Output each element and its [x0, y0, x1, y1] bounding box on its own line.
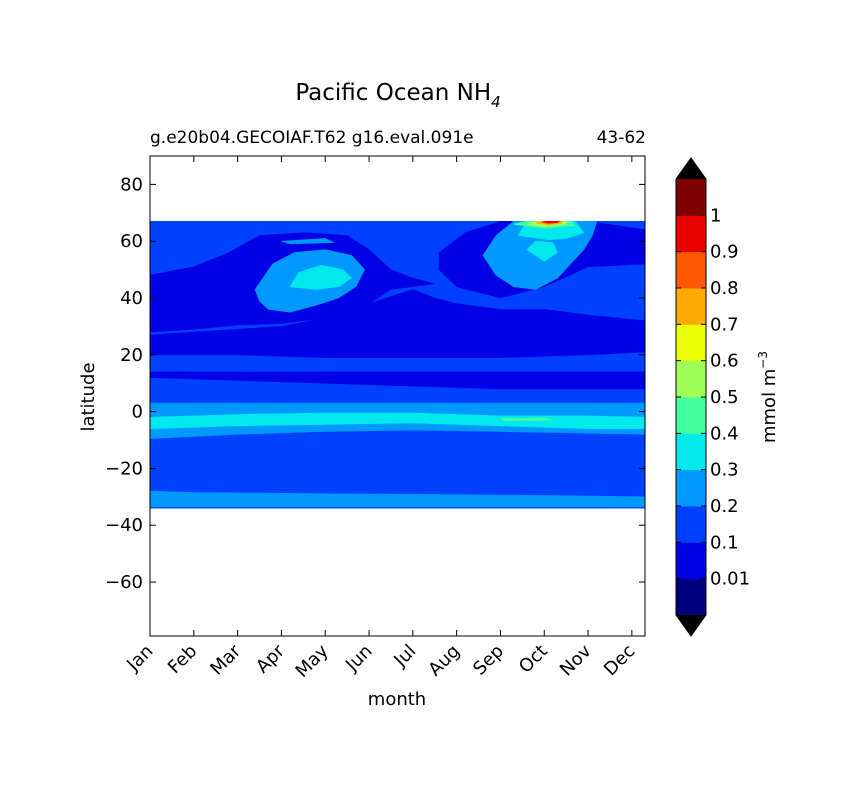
colorbar-label: mmol m−3	[756, 351, 780, 443]
colorbar-swatch	[676, 542, 706, 580]
contour-blob-autumn-spot	[526, 240, 558, 262]
colorbar-swatch	[676, 288, 706, 325]
x-tick-label: May	[292, 640, 333, 681]
contour-band-south	[150, 490, 645, 508]
colorbar-tick-label: 0.1	[710, 532, 739, 553]
chart-title: Pacific Ocean NH4	[295, 80, 500, 111]
contour-spot-north	[281, 238, 335, 245]
colorbar-tick-label: 0.8	[710, 278, 739, 299]
y-tick-label: −20	[105, 458, 143, 479]
colorbar-tick-label: 0.5	[710, 387, 739, 408]
x-tick-label: Jul	[389, 641, 420, 672]
colorbar-tick-label: 0.7	[710, 314, 739, 335]
colorbar-swatch	[676, 578, 706, 616]
x-tick-label: Jan	[122, 641, 157, 676]
contour-peak-4	[542, 221, 561, 224]
x-tick-label: Oct	[515, 641, 552, 678]
subtitle-left: g.e20b04.GECOIAF.T62 g16.eval.091e	[150, 128, 474, 148]
colorbar-swatch	[676, 215, 706, 253]
colorbar-extend-max	[676, 158, 706, 179]
y-tick-label: 80	[120, 174, 143, 195]
x-axis-label: month	[368, 689, 426, 710]
y-tick-label: 20	[120, 345, 143, 366]
colorbar-swatch	[676, 506, 706, 543]
x-tick-label: Jun	[341, 641, 376, 676]
contour-band-tropic-low	[150, 371, 645, 390]
contour-spot-equator	[500, 417, 554, 422]
colorbar-tick-label: 0.3	[710, 460, 739, 481]
x-tick-label: Dec	[600, 641, 639, 680]
x-tick-label: Apr	[252, 640, 289, 677]
colorbar-tick-label: 1	[710, 205, 721, 226]
y-tick-label: −60	[105, 572, 143, 593]
colorbar-swatch	[676, 251, 706, 289]
colorbar-swatch	[676, 433, 706, 471]
colorbar-tick-label: 0.6	[710, 351, 739, 372]
colorbar-tick-label: 0.01	[710, 569, 750, 590]
contour-band-subtropic	[150, 289, 645, 359]
colorbar-swatch	[676, 397, 706, 434]
plot-frame	[149, 155, 646, 637]
colorbar-swatch	[676, 469, 706, 507]
colorbar-outline	[675, 157, 707, 637]
y-tick-label: 60	[120, 231, 143, 252]
y-axis-label: latitude	[78, 362, 99, 431]
y-tick-label: 40	[120, 288, 143, 309]
colorbar-tick-label: 0.4	[710, 423, 739, 444]
colorbar: 0.01 0.1 0.2 0.3 0.4 0.5 0.6 0.7 0.8 0.9 1	[675, 157, 750, 637]
y-tick-label: 0	[132, 402, 143, 423]
colorbar-swatch	[676, 179, 706, 216]
colorbar-swatch	[676, 360, 706, 398]
colorbar-swatch	[676, 324, 706, 362]
x-tick-label: Aug	[424, 641, 464, 681]
x-tick-label: Nov	[556, 640, 596, 680]
x-tick-label: Sep	[469, 641, 508, 680]
colorbar-tick-label: 0.9	[710, 242, 739, 263]
contour-blob-spring-core	[289, 264, 352, 290]
x-tick-label: Mar	[206, 640, 245, 679]
contour-band-equator-core	[150, 412, 645, 430]
y-axis: 80 60 40 20 0 −20 −40 −60	[105, 174, 645, 593]
x-tick-label: Feb	[164, 641, 201, 678]
subtitle-right: 43-62	[597, 128, 646, 148]
colorbar-tick-label: 0.2	[710, 496, 739, 517]
colorbar-extend-min	[676, 615, 706, 636]
contour-field	[150, 221, 645, 509]
y-tick-label: −40	[105, 515, 143, 536]
